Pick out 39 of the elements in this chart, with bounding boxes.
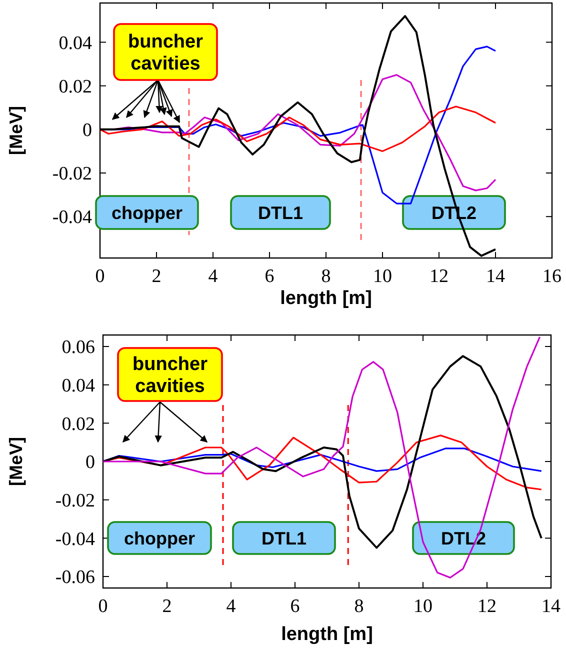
x-tick-label: 2 (152, 266, 162, 287)
x-tick-label: 6 (264, 266, 274, 287)
x-axis-title: length [m] (281, 624, 373, 645)
y-tick-label: -0.06 (55, 567, 95, 588)
y-tick-label: 0.06 (62, 337, 95, 358)
y-axis-title: [MeV] (6, 437, 26, 486)
x-tick-label: 8 (321, 266, 331, 287)
x-tick-label: 16 (542, 266, 562, 287)
annotation: DTL1 (262, 528, 306, 548)
line-series (99, 106, 496, 152)
x-tick-label: 4 (226, 596, 236, 617)
x-tick-label: 2 (162, 596, 172, 617)
x-tick-label: 14 (542, 596, 561, 617)
y-axis-title: [MeV] (6, 106, 26, 155)
x-tick-label: 6 (290, 596, 300, 617)
annotation: chopper (111, 202, 183, 223)
annotation: chopper (124, 528, 196, 548)
x-tick-label: 10 (373, 266, 392, 287)
y-tick-label: -0.02 (52, 164, 92, 185)
annotation: buncher cavities (128, 32, 204, 75)
y-tick-label: -0.04 (52, 207, 92, 228)
line-series (102, 448, 542, 472)
y-tick-label: 0 (82, 120, 92, 142)
x-tick-label: 12 (478, 596, 496, 617)
y-tick-label: 0.04 (62, 375, 96, 396)
y-tick-label: 0.02 (58, 76, 92, 98)
x-tick-label: 12 (430, 266, 448, 287)
annotation: DTL1 (258, 202, 303, 223)
x-tick-label: 14 (486, 266, 506, 287)
x-tick-label: 4 (208, 266, 218, 287)
x-tick-label: 10 (414, 596, 432, 617)
annotation: buncher cavities (132, 354, 208, 398)
y-tick-label: -0.04 (55, 528, 96, 550)
y-tick-label: 0.04 (58, 32, 92, 54)
y-tick-label: 0.02 (62, 414, 95, 435)
y-tick-label: -0.02 (55, 490, 95, 512)
x-tick-label: 8 (354, 596, 364, 617)
x-axis-title: length [m] (280, 288, 372, 309)
y-tick-label: 0 (86, 452, 95, 474)
